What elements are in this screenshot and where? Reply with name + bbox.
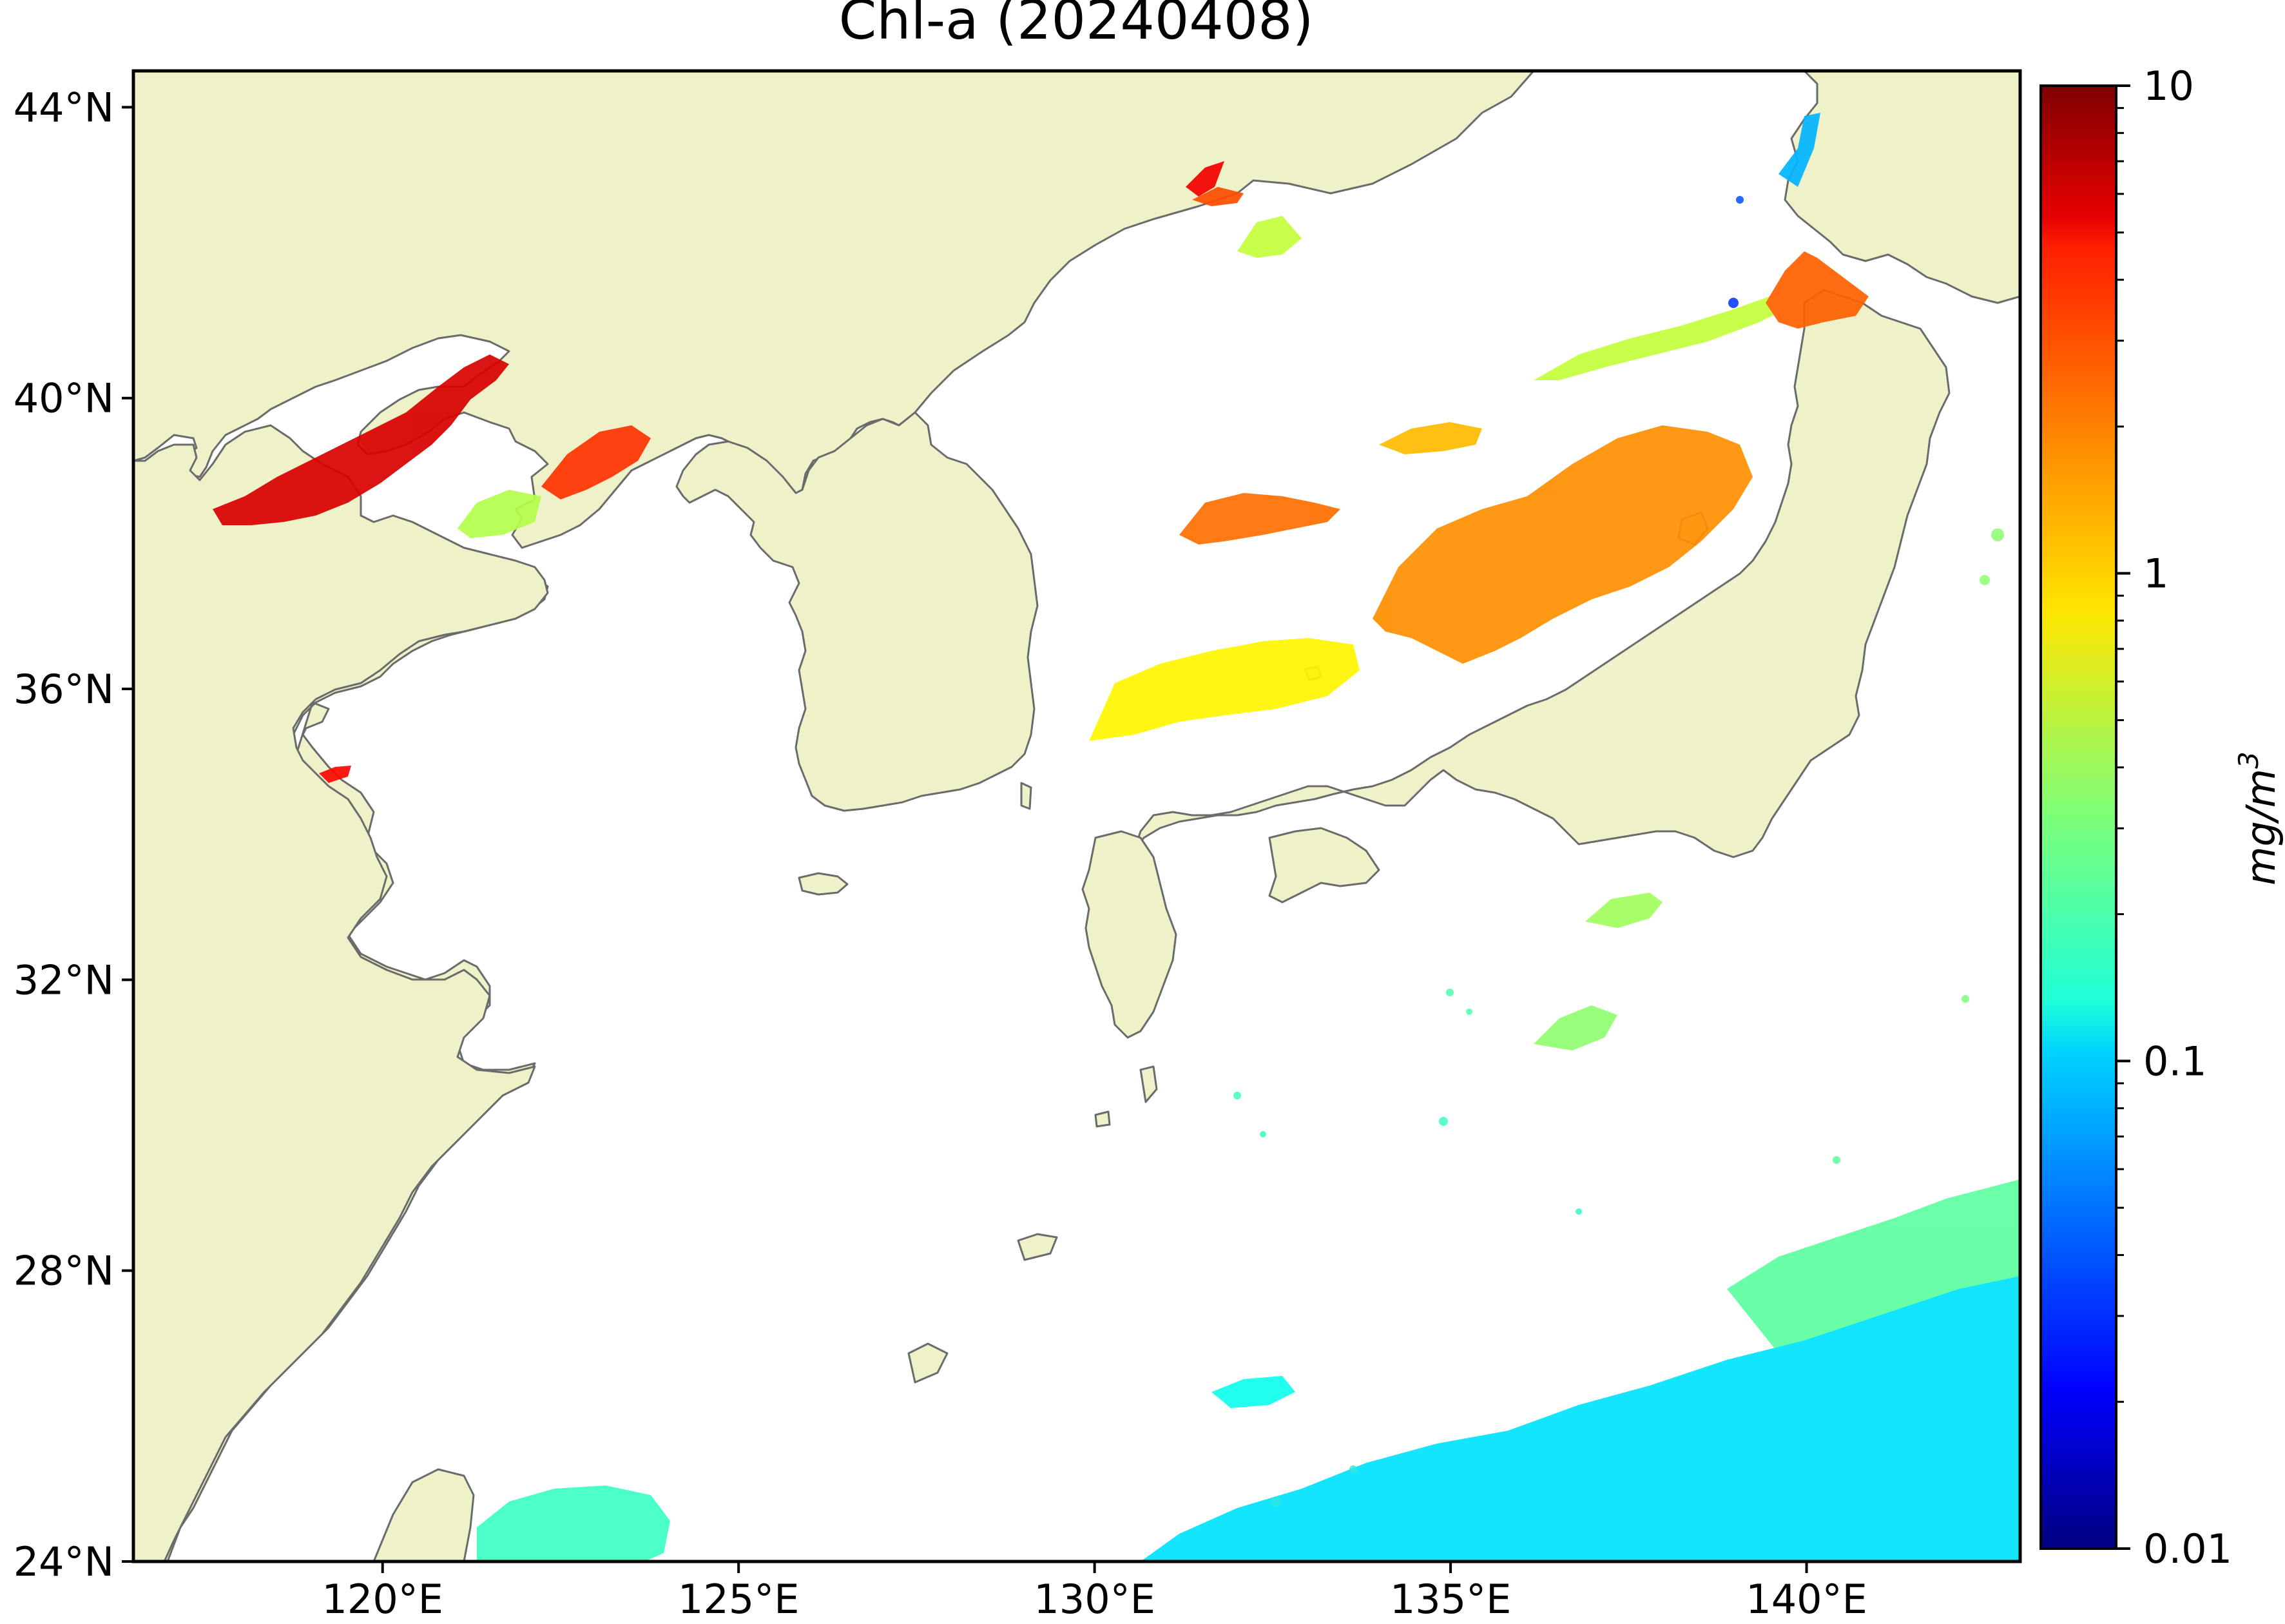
chl-patch: [1211, 1376, 1295, 1408]
chl-speckle: [1833, 1156, 1840, 1164]
x-tick-label: 120°E: [322, 1576, 443, 1623]
chl-patch: [477, 1485, 670, 1561]
chl-speckle: [1962, 995, 1969, 1003]
chl-speckle: [1233, 1092, 1241, 1099]
hokkaido: [1784, 71, 2020, 304]
map-title: Chl-a (20240408): [839, 0, 1314, 52]
x-tick-label: 130°E: [1034, 1576, 1155, 1623]
chl-patch: [1534, 1005, 1617, 1050]
chl-patch: [1585, 893, 1663, 928]
y-tick-label: 28°N: [14, 1248, 114, 1295]
chl-patch: [1766, 251, 1869, 329]
colorbar-label: mg/m3: [2233, 751, 2284, 885]
colorbar-tick-label: 0.01: [2143, 1525, 2232, 1572]
x-tick-label: 140°E: [1746, 1576, 1867, 1623]
x-tick-label: 125°E: [678, 1576, 800, 1623]
colorbar-unit-exponent: 3: [2233, 751, 2264, 769]
tsushima-island: [1020, 782, 1032, 810]
honshu: [1133, 289, 1951, 858]
y-tick-label: 24°N: [14, 1538, 114, 1585]
tanegashima: [1139, 1065, 1158, 1103]
okinawa: [907, 1342, 949, 1384]
tokara-island: [1094, 1110, 1111, 1128]
chl-patch: [1779, 113, 1820, 187]
chl-patch: [213, 354, 509, 525]
x-axis: 120°E 125°E 130°E 135°E 140°E: [322, 1561, 1867, 1623]
y-tick-label: 36°N: [14, 666, 114, 713]
chl-patch: [541, 425, 651, 499]
colorbar-ticks: 10 1 0.1 0.01: [2116, 63, 2232, 1572]
chl-patch: [1089, 638, 1360, 741]
chl-patch: [1373, 425, 1753, 664]
chl-speckle: [1349, 1465, 1357, 1473]
chl-speckle: [1728, 298, 1739, 308]
kyushu: [1081, 830, 1177, 1039]
y-axis: 44°N 40°N 36°N 32°N 28°N 24°N: [14, 84, 133, 1585]
shikoku: [1268, 827, 1380, 904]
chl-patch: [1379, 422, 1482, 454]
land-masses: [133, 71, 2020, 1561]
chl-patch: [1237, 216, 1302, 258]
chl-speckle: [1466, 1009, 1472, 1015]
chl-speckle: [1991, 528, 2004, 541]
amami-oshima: [1017, 1233, 1058, 1261]
taiwan: [372, 1468, 475, 1561]
chl-patch: [319, 766, 351, 783]
map-panel: [133, 71, 2020, 1561]
colorbar-gradient: [2039, 84, 2117, 1550]
chl-speckle: [1736, 196, 1744, 204]
colorbar: 10 1 0.1 0.01 mg/m3: [2039, 63, 2284, 1572]
korean-peninsula: [675, 411, 1039, 812]
colorbar-tick-label: 0.1: [2143, 1038, 2207, 1085]
chl-speckles: [1233, 196, 2004, 1507]
colorbar-unit: mg/m: [2237, 769, 2284, 885]
x-tick-label: 135°E: [1390, 1576, 1512, 1623]
chl-patches: [213, 113, 2020, 1561]
colorbar-tick-label: 1: [2143, 550, 2168, 597]
chl-patch: [1534, 271, 1804, 380]
chl-patch: [458, 490, 541, 538]
y-tick-label: 40°N: [14, 375, 114, 422]
chl-speckle: [1576, 1208, 1582, 1215]
chl-patch: [1179, 493, 1340, 545]
chl-speckle: [1439, 1117, 1448, 1126]
chl-patch: [1186, 161, 1224, 197]
y-tick-label: 32°N: [14, 956, 114, 1003]
chl-speckle: [1446, 989, 1454, 996]
colorbar-tick-label: 10: [2143, 63, 2194, 110]
chl-speckle: [1271, 1496, 1281, 1507]
map-frame: [131, 69, 2022, 1563]
chl-patch: [1192, 187, 1244, 206]
chl-speckle: [1980, 575, 1990, 585]
chl-patch: [1141, 1276, 2020, 1561]
chl-speckle: [1260, 1131, 1266, 1137]
jeju-island: [798, 872, 849, 896]
y-tick-label: 44°N: [14, 84, 114, 131]
